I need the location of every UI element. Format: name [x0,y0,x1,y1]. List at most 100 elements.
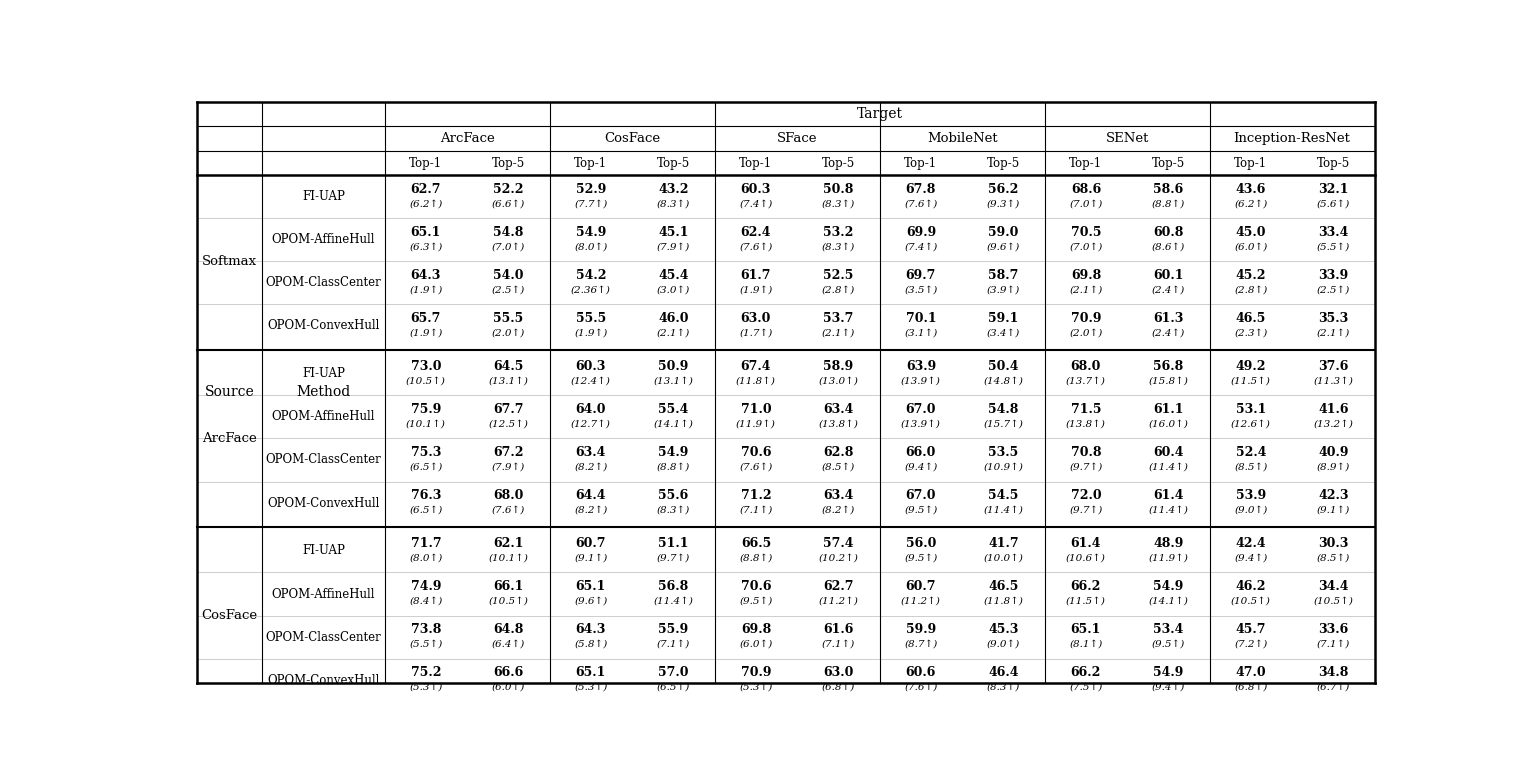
Text: 65.1: 65.1 [575,667,606,679]
Text: (9.1↑): (9.1↑) [574,554,607,563]
Text: FI-UAP: FI-UAP [301,190,344,204]
Text: OPOM-AffineHull: OPOM-AffineHull [272,410,375,423]
Text: (7.7↑): (7.7↑) [574,200,607,208]
Text: (13.1↑): (13.1↑) [488,377,528,385]
Text: (8.3↑): (8.3↑) [987,683,1021,692]
Text: 54.9: 54.9 [658,446,688,459]
Text: 45.3: 45.3 [988,623,1019,636]
Text: (10.6↑): (10.6↑) [1066,554,1106,563]
Text: 63.9: 63.9 [906,360,936,373]
Text: (7.6↑): (7.6↑) [904,683,938,692]
Text: 55.5: 55.5 [493,312,523,325]
Text: (9.0↑): (9.0↑) [987,640,1021,649]
Text: (12.5↑): (12.5↑) [488,420,528,429]
Text: (8.5↑): (8.5↑) [1317,554,1349,563]
Text: 67.7: 67.7 [493,403,523,416]
Text: (13.2↑): (13.2↑) [1313,420,1354,429]
Text: 58.7: 58.7 [988,269,1019,282]
Text: (11.9↑): (11.9↑) [736,420,776,429]
Text: (11.4↑): (11.4↑) [653,597,693,606]
Text: 64.8: 64.8 [493,623,523,636]
Text: 64.3: 64.3 [575,623,606,636]
Text: (2.4↑): (2.4↑) [1152,286,1186,294]
Text: (11.4↑): (11.4↑) [1149,506,1189,515]
Text: 45.2: 45.2 [1236,269,1267,282]
Text: (15.7↑): (15.7↑) [984,420,1024,429]
Text: (11.8↑): (11.8↑) [736,377,776,385]
Text: 69.8: 69.8 [741,623,771,636]
Text: (10.0↑): (10.0↑) [984,554,1024,563]
Text: 33.9: 33.9 [1319,269,1348,282]
Text: (13.9↑): (13.9↑) [901,377,941,385]
Text: (8.2↑): (8.2↑) [574,463,607,472]
Text: CosFace: CosFace [202,609,257,622]
Text: Top-1: Top-1 [1235,157,1267,169]
Text: (5.6↑): (5.6↑) [1317,200,1349,208]
Text: 59.1: 59.1 [988,312,1019,325]
Text: (6.5↑): (6.5↑) [410,463,442,472]
Text: (8.7↑): (8.7↑) [904,640,938,649]
Text: (2.3↑): (2.3↑) [1235,329,1267,338]
Text: (2.36↑): (2.36↑) [571,286,610,294]
Text: 71.7: 71.7 [410,537,441,550]
Text: 60.8: 60.8 [1154,226,1184,239]
Text: (14.1↑): (14.1↑) [653,420,693,429]
Text: 64.4: 64.4 [575,490,606,502]
Text: OPOM-ClassCenter: OPOM-ClassCenter [266,277,381,289]
Text: (2.5↑): (2.5↑) [1317,286,1349,294]
Text: (11.4↑): (11.4↑) [1149,463,1189,472]
Text: (8.0↑): (8.0↑) [574,242,607,252]
Text: 54.9: 54.9 [1154,667,1184,679]
Text: 62.1: 62.1 [493,537,523,550]
Text: (6.8↑): (6.8↑) [1235,683,1267,692]
Text: 63.4: 63.4 [823,490,854,502]
Text: 72.0: 72.0 [1071,490,1102,502]
Text: (11.5↑): (11.5↑) [1232,377,1271,385]
Text: (12.6↑): (12.6↑) [1232,420,1271,429]
Text: 55.6: 55.6 [658,490,688,502]
Text: 42.3: 42.3 [1319,490,1348,502]
Text: 63.4: 63.4 [823,403,854,416]
Text: 61.4: 61.4 [1154,490,1184,502]
Text: (10.1↑): (10.1↑) [488,554,528,563]
Text: 53.4: 53.4 [1154,623,1184,636]
Text: (2.1↑): (2.1↑) [1317,329,1349,338]
Text: (13.8↑): (13.8↑) [819,420,858,429]
Text: (7.1↑): (7.1↑) [1317,640,1349,649]
Text: (11.2↑): (11.2↑) [819,597,858,606]
Text: 43.2: 43.2 [658,183,688,196]
Text: (5.5↑): (5.5↑) [1317,242,1349,252]
Text: 54.0: 54.0 [493,269,523,282]
Text: Top-5: Top-5 [491,157,525,169]
Text: (2.0↑): (2.0↑) [1069,329,1103,338]
Text: (2.1↑): (2.1↑) [1069,286,1103,294]
Text: 71.0: 71.0 [741,403,771,416]
Text: (5.5↑): (5.5↑) [410,640,442,649]
Text: 74.9: 74.9 [410,580,441,593]
Text: Top-1: Top-1 [410,157,442,169]
Text: 55.4: 55.4 [658,403,688,416]
Text: (7.2↑): (7.2↑) [1235,640,1267,649]
Text: (7.6↑): (7.6↑) [739,242,773,252]
Text: 56.2: 56.2 [988,183,1019,196]
Text: 67.8: 67.8 [906,183,936,196]
Text: (12.7↑): (12.7↑) [571,420,610,429]
Text: 70.6: 70.6 [741,446,771,459]
Text: (7.6↑): (7.6↑) [904,200,938,208]
Text: 46.0: 46.0 [658,312,688,325]
Text: 62.8: 62.8 [823,446,854,459]
Text: (7.1↑): (7.1↑) [739,506,773,515]
Text: 52.9: 52.9 [575,183,606,196]
Text: (6.0↑): (6.0↑) [739,640,773,649]
Text: (9.5↑): (9.5↑) [904,506,938,515]
Text: 64.0: 64.0 [575,403,606,416]
Text: 61.4: 61.4 [1071,537,1102,550]
Text: (8.5↑): (8.5↑) [1235,463,1267,472]
Text: 64.5: 64.5 [493,360,523,373]
Text: 60.3: 60.3 [575,360,606,373]
Text: 60.7: 60.7 [575,537,606,550]
Text: 69.8: 69.8 [1071,269,1102,282]
Text: (1.9↑): (1.9↑) [410,286,442,294]
Text: 54.8: 54.8 [988,403,1019,416]
Text: OPOM-ClassCenter: OPOM-ClassCenter [266,454,381,466]
